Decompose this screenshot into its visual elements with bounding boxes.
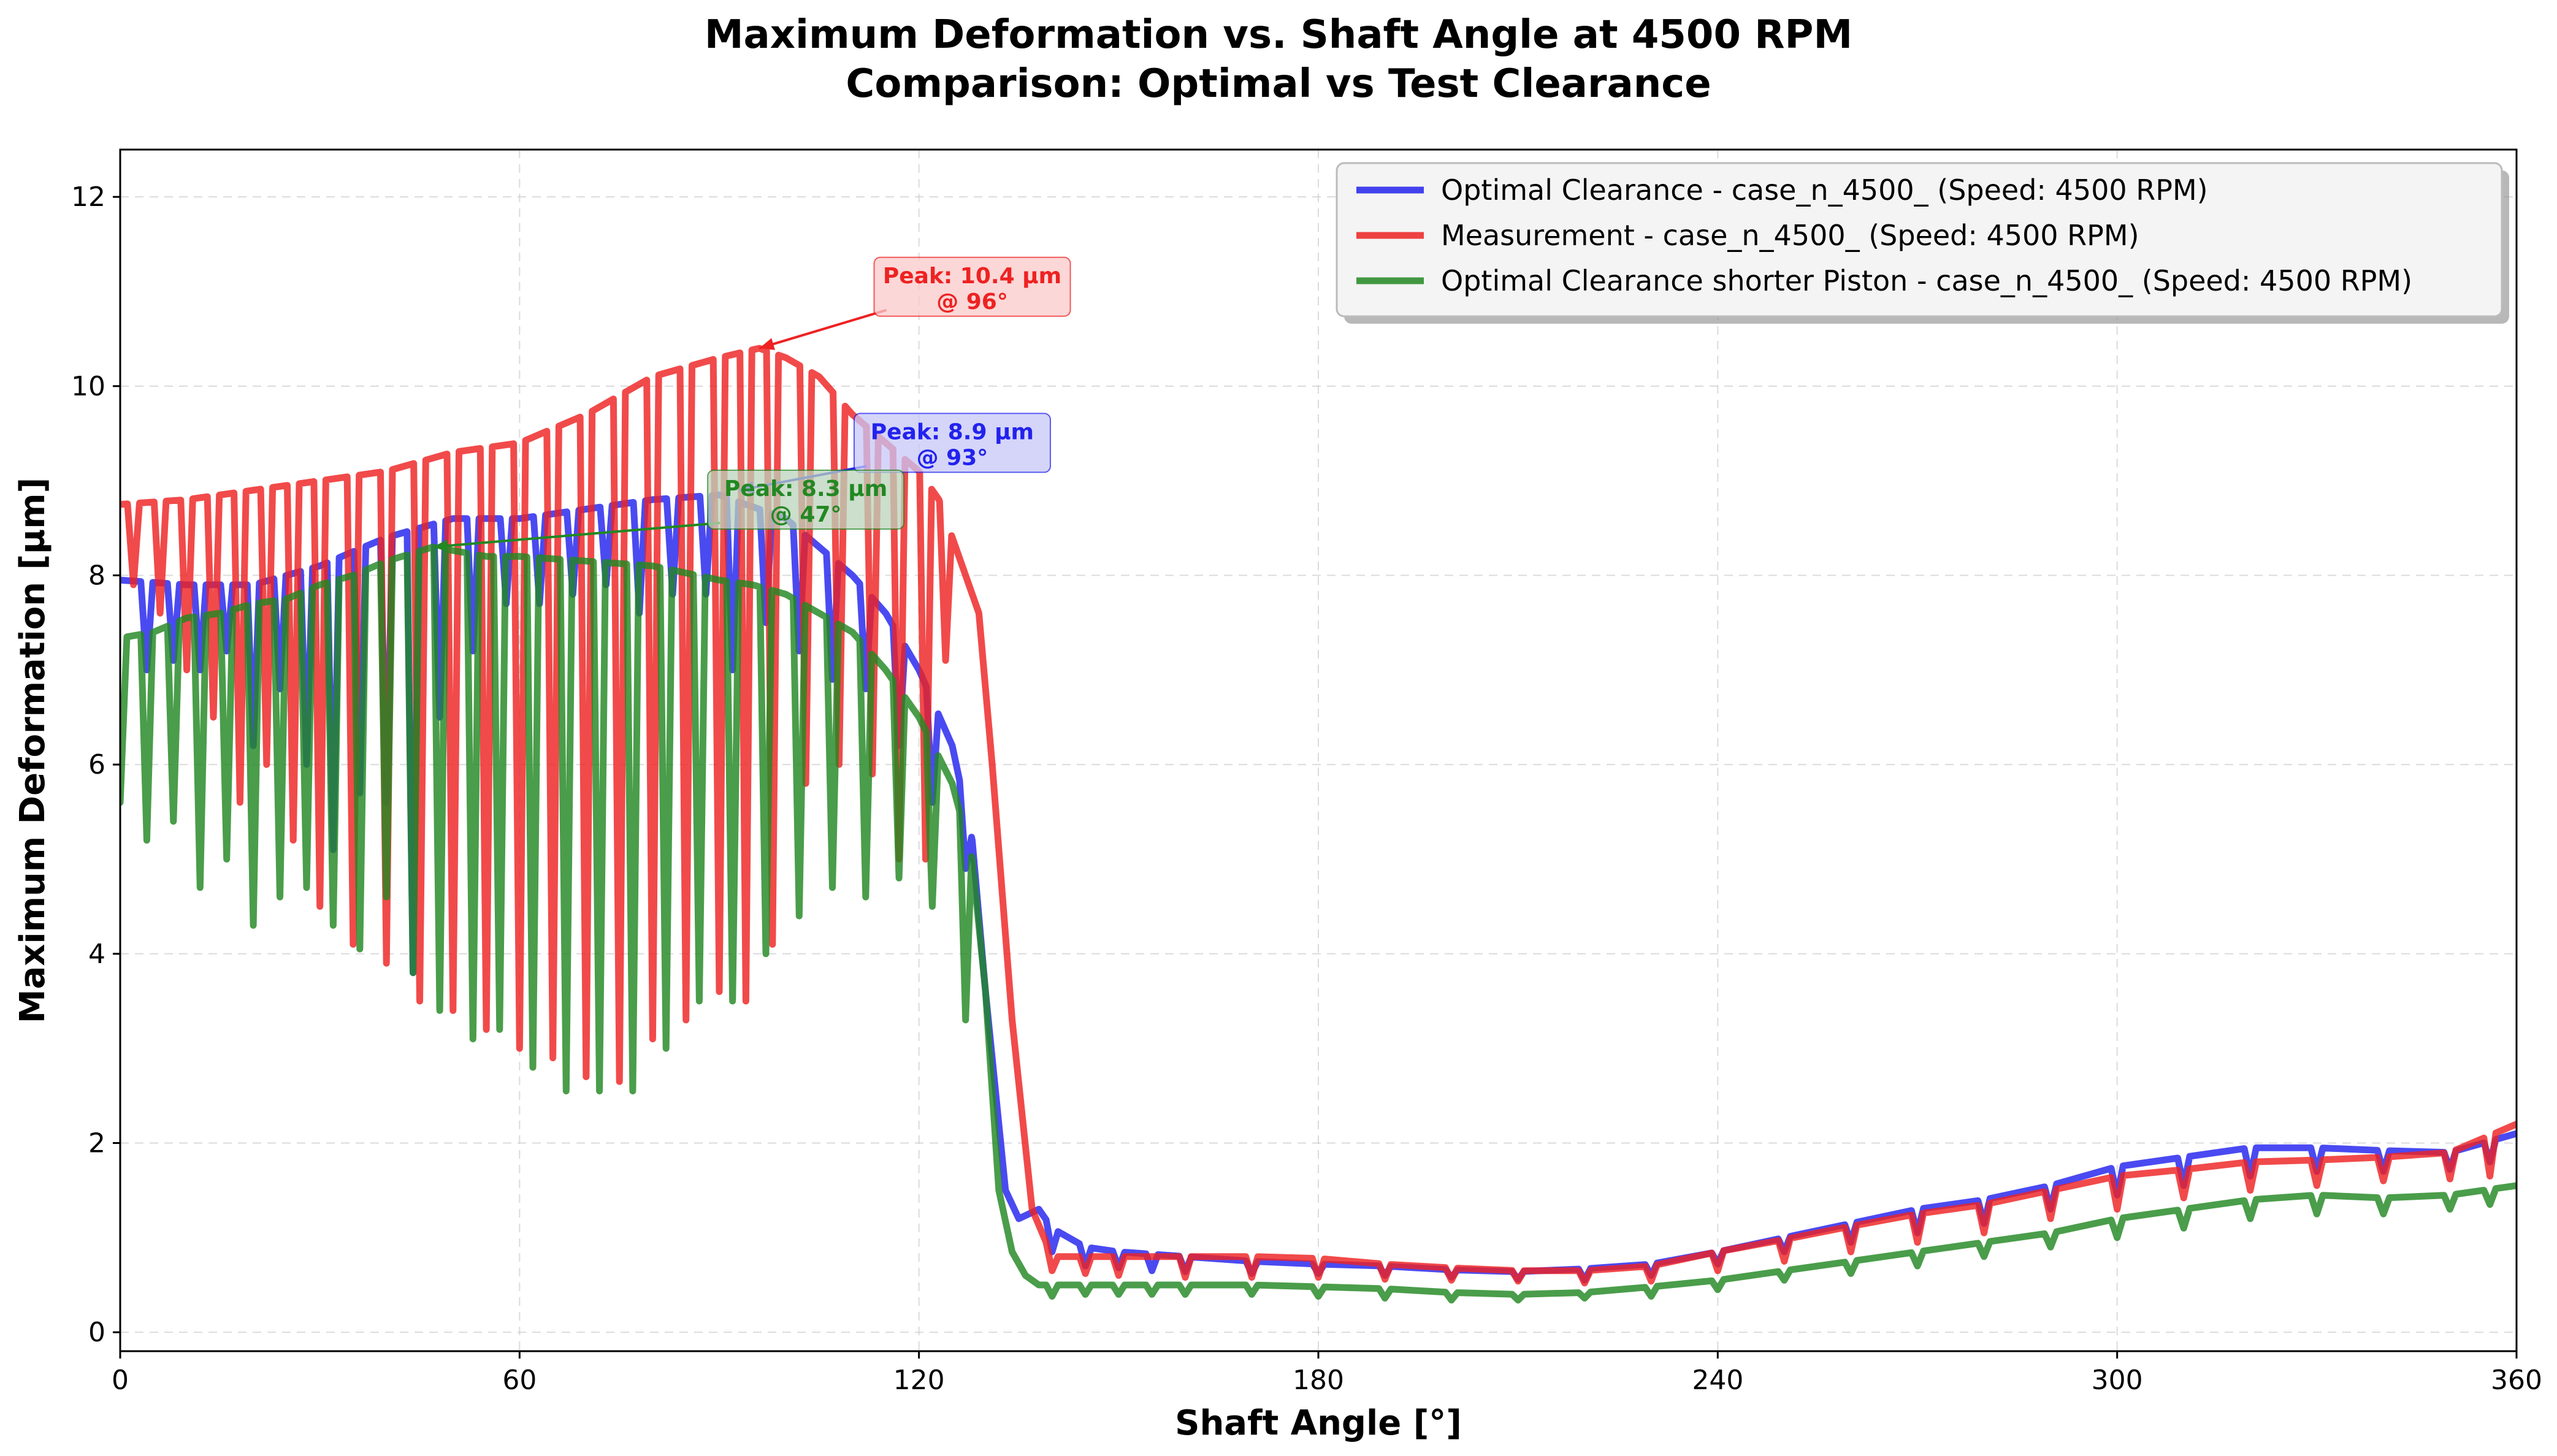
annotation-text: @ 93° [917,445,988,470]
axis-ticks: 0 60 120 180 240 300 360 0 2 4 6 8 10 12 [71,181,2542,1396]
annotation-text: Peak: 10.4 µm [883,264,1061,289]
legend-label-2: Optimal Clearance shorter Piston - case_… [1441,264,2412,297]
legend-box [1336,162,2503,318]
annotation-arrow [759,308,887,350]
annotation-box [853,413,1051,473]
y-tick-label: 4 [88,939,105,970]
legend: Optimal Clearance - case_n_4500_ (Speed:… [1336,162,2509,324]
series-line-2 [120,543,2517,1304]
annotation-box [707,470,905,530]
chart-title-line2: Comparison: Optimal vs Test Clearance [846,61,1711,107]
y-axis-label: Maximum Deformation [µm] [13,478,53,1024]
x-tick-label: 360 [2491,1365,2542,1396]
plot-frame [119,148,2518,1352]
y-tick-label: 6 [88,749,105,780]
x-tick-label: 60 [502,1365,537,1396]
chart-title-line1: Maximum Deformation vs. Shaft Angle at 4… [705,12,1852,58]
annotation-text: Peak: 8.3 µm [724,476,887,501]
y-tick-label: 10 [71,371,105,402]
annotation-text: Peak: 8.9 µm [871,419,1034,444]
x-tick-label: 240 [1692,1365,1743,1396]
y-tick-label: 0 [88,1317,105,1348]
y-tick-label: 2 [88,1127,105,1159]
annotation-arrow [433,522,720,549]
annotation-box [873,256,1071,317]
legend-label-0: Optimal Clearance - case_n_4500_ (Speed:… [1441,173,2208,207]
annotation-arrowhead [759,338,775,350]
legend-label-1: Measurement - case_n_4500_ (Speed: 4500 … [1441,219,2139,252]
x-tick-label: 180 [1293,1365,1344,1396]
x-tick-label: 300 [2092,1365,2143,1396]
x-axis-label: Shaft Angle [°] [1175,1403,1462,1443]
annotation-text: @ 47° [770,502,842,527]
peak-annotations: Peak: 10.4 µm@ 96° Peak: 8.9 µm@ 93° Peak:… [433,256,1071,552]
y-tick-label: 8 [88,560,105,591]
x-tick-label: 0 [112,1365,129,1396]
y-tick-label: 12 [71,181,105,213]
annotation-arrowhead [433,539,448,552]
annotation-text: @ 96° [936,289,1008,314]
x-tick-label: 120 [893,1365,945,1396]
